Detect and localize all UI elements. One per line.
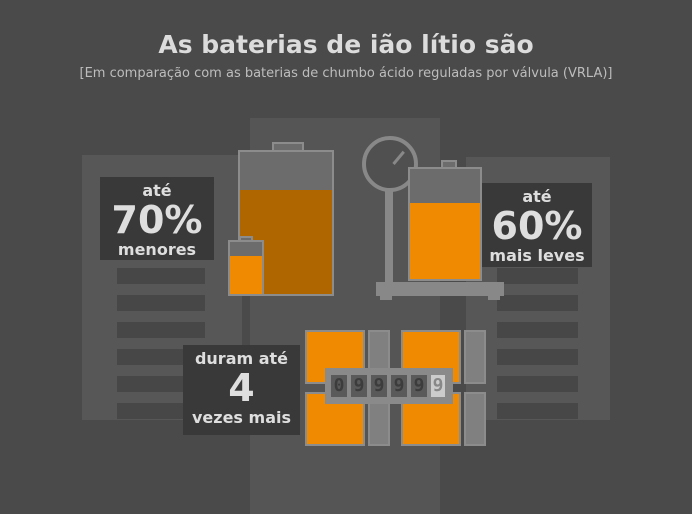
doc-line [117, 295, 205, 311]
battery-cell-terminal [464, 392, 486, 446]
doc-line [117, 268, 205, 284]
doc-line [497, 322, 578, 338]
doc-line [497, 268, 578, 284]
doc-line [497, 403, 578, 419]
counter-digit: 9 [351, 375, 367, 397]
right-battery-terminal [441, 160, 457, 169]
scale-foot [488, 294, 500, 300]
size-suffix: menores [117, 240, 197, 259]
weight-prefix: até [522, 187, 552, 206]
counter-digit: 0 [331, 375, 347, 397]
scale-pole [385, 190, 393, 285]
doc-line [497, 376, 578, 392]
life-prefix: duram até [194, 349, 289, 368]
scale-foot [380, 294, 392, 300]
life-value: 4 [228, 366, 255, 410]
size-value: 70% [111, 198, 203, 242]
doc-line [497, 295, 578, 311]
weight-value: 60% [491, 204, 583, 248]
doc-line [497, 349, 578, 365]
counter-digit: 9 [371, 375, 387, 397]
page-title: As baterias de ião lítio são [158, 30, 534, 59]
counter-rolling-digit: 9 [431, 375, 445, 397]
counter-digit: 9 [411, 375, 427, 397]
size-prefix: até [142, 181, 172, 200]
counter-digit: 9 [391, 375, 407, 397]
life-suffix: vezes mais [191, 408, 291, 427]
small-battery-terminal [239, 236, 253, 242]
big-battery-terminal [272, 142, 304, 152]
scale-base [376, 282, 504, 296]
light-battery-icon [408, 167, 482, 281]
weight-suffix: mais leves [489, 246, 585, 265]
size-claim-box: até 70% menores [100, 177, 214, 260]
weight-claim-box: até 60% mais leves [482, 183, 592, 267]
doc-line [117, 322, 205, 338]
small-battery-icon [228, 240, 264, 296]
page-subtitle: [Em comparação com as baterias de chumbo… [79, 66, 613, 81]
life-claim-box: duram até 4 vezes mais [183, 345, 300, 435]
battery-cell-terminal [464, 330, 486, 384]
